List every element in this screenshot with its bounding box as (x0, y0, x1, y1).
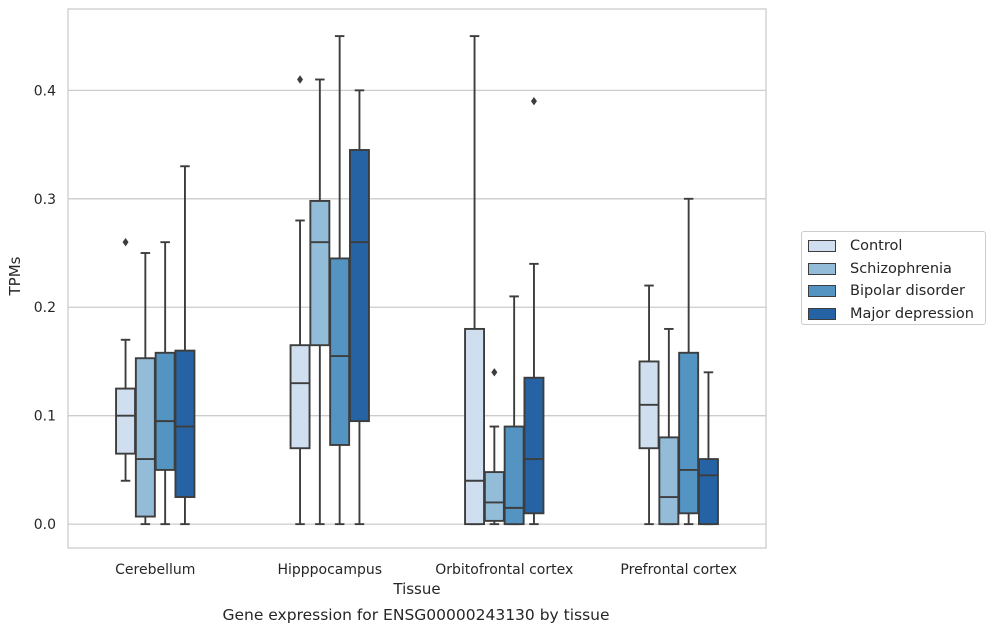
box-body (483, 471, 505, 522)
box-schizophrenia (309, 78, 331, 526)
box-control (638, 284, 660, 526)
box-body (174, 349, 196, 498)
box-bipolar-disorder (154, 241, 176, 526)
legend-item-bipolar-disorder: Bipolar disorder (808, 280, 985, 303)
legend-swatch-major-depression (808, 307, 836, 320)
box-body (678, 351, 700, 515)
box-body (698, 458, 719, 526)
box-body (154, 351, 176, 471)
box-bipolar-disorder (678, 197, 700, 526)
outlier-point (491, 368, 498, 377)
box-body (309, 200, 331, 347)
x-tick-label: Hipppocampus (277, 562, 382, 578)
y-axis-label: TPMs (6, 256, 24, 296)
box-major-depression (698, 371, 719, 526)
legend-label-control: Control (850, 238, 903, 255)
legend-label-bipolar-disorder: Bipolar disorder (850, 283, 965, 300)
legend-item-control: Control (808, 235, 985, 258)
box-bipolar-disorder (329, 35, 351, 526)
y-tick-label: 0.3 (34, 192, 56, 208)
outlier-point (122, 237, 129, 247)
x-tick-label: Cerebellum (115, 562, 195, 578)
box-major-depression (174, 165, 196, 526)
outlier-point (530, 96, 537, 106)
x-tick-labels: Cerebellum Hipppocampus Orbitofrontal cort… (115, 562, 737, 578)
box-body (329, 257, 351, 446)
x-tick-label: Orbitofrontal cortex (435, 562, 573, 578)
box-schizophrenia (134, 252, 156, 526)
y-tick-label: 0.0 (34, 517, 56, 533)
y-tick-labels: 0.0 0.1 0.2 0.3 0.4 (34, 83, 56, 533)
box-control (289, 75, 311, 526)
legend-item-schizophrenia: Schizophrenia (808, 258, 985, 281)
box-major-depression (349, 89, 370, 526)
box-schizophrenia (483, 368, 505, 526)
box-series (115, 35, 719, 526)
box-major-depression (523, 96, 545, 526)
box-body (503, 425, 525, 526)
legend-label-major-depression: Major depression (850, 305, 974, 322)
legend-label-schizophrenia: Schizophrenia (850, 260, 952, 277)
legend: Control Schizophrenia Bipolar disorder M… (801, 231, 986, 325)
figure-caption: Gene expression for ENSG00000243130 by t… (222, 606, 610, 624)
box-bipolar-disorder (503, 295, 525, 526)
x-axis-label: Tissue (392, 580, 440, 598)
legend-swatch-control (808, 240, 836, 253)
legend-item-major-depression: Major depression (808, 303, 985, 326)
outlier-point (297, 75, 304, 84)
plot-frame (67, 8, 767, 549)
box-body (658, 436, 680, 526)
box-body (349, 149, 370, 423)
box-body (134, 357, 156, 518)
box-schizophrenia (658, 327, 680, 526)
y-tick-label: 0.1 (34, 409, 56, 425)
box-control (464, 35, 485, 526)
box-body (523, 376, 545, 515)
y-tick-label: 0.2 (34, 300, 56, 316)
legend-swatch-bipolar-disorder (808, 285, 836, 298)
legend-swatch-schizophrenia (808, 262, 836, 275)
box-body (115, 387, 137, 455)
y-tick-label: 0.4 (34, 83, 56, 99)
box-control (115, 237, 137, 482)
x-tick-label: Prefrontal cortex (620, 562, 737, 578)
box-body (464, 327, 485, 526)
box-body (289, 344, 311, 450)
